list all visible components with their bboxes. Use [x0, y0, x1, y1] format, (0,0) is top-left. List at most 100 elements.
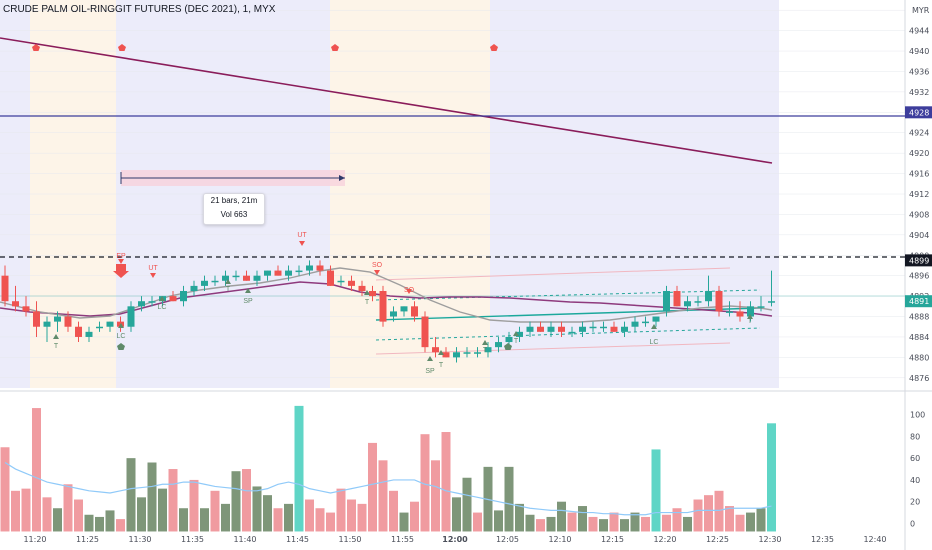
volume-bar	[189, 479, 199, 532]
candle-body	[127, 306, 135, 327]
volume-bar	[179, 508, 188, 532]
measure-tooltip: 21 bars, 21m Vol 663	[203, 193, 265, 225]
candle-body	[768, 301, 775, 303]
candle-body	[516, 331, 523, 337]
time-tick-label: 11:50	[338, 535, 361, 544]
volume-bar	[11, 490, 20, 532]
price-tick-label: 4884	[909, 333, 929, 342]
candle-body	[43, 321, 51, 327]
range-measure-arrow	[339, 175, 345, 181]
candle-body	[505, 336, 513, 343]
volume-bar	[494, 510, 503, 532]
volume-tick-label: 20	[910, 498, 920, 507]
candle-body	[337, 280, 345, 283]
candle-body	[684, 301, 691, 307]
candle-body	[306, 265, 313, 271]
signal-label: SP	[425, 368, 435, 375]
price-badge-label: 4899	[909, 256, 929, 265]
volume-bar	[431, 460, 440, 532]
price-tick-label: 4888	[909, 313, 929, 322]
volume-bar	[137, 497, 146, 532]
time-tick-label: 11:30	[128, 535, 151, 544]
candle-body	[726, 311, 733, 313]
volume-bar	[242, 469, 251, 532]
price-tick-label: 4896	[909, 272, 929, 281]
volume-bar	[305, 499, 314, 532]
signal-label: UT	[148, 265, 158, 272]
candle-body	[715, 291, 723, 312]
volume-bar	[525, 514, 535, 532]
candle-body	[138, 301, 145, 307]
signal-marker	[427, 356, 433, 361]
volume-bar	[441, 432, 451, 532]
time-axis: 11:20 11:25 11:30 11:35 11:40 11:45 11:50 11:55…	[23, 535, 886, 544]
time-tick-label: 12:25	[706, 535, 729, 544]
candle-body	[295, 270, 303, 273]
candle-body	[369, 291, 376, 297]
channel-upper	[375, 267, 731, 281]
candle-body	[148, 301, 156, 303]
candle-body	[495, 342, 502, 348]
volume-axis: 0 20 40 60 80 100	[910, 411, 925, 529]
candle-body	[201, 280, 208, 286]
time-tick-label: 11:35	[181, 535, 204, 544]
candle-body	[264, 270, 271, 276]
candle-body	[253, 275, 261, 281]
signal-marker	[225, 279, 231, 284]
volume-bar	[693, 499, 703, 532]
signal-marker	[53, 334, 59, 339]
volume-bar	[504, 466, 514, 532]
currency-label: MYR	[912, 6, 930, 15]
volume-bar	[725, 506, 734, 532]
candle-body	[526, 326, 534, 332]
candle-body	[379, 291, 387, 322]
signal-marker	[245, 288, 251, 293]
pentagon-marker-icon	[32, 44, 40, 51]
price-tick-label: 4920	[909, 149, 929, 158]
pentagon-marker-icon	[331, 44, 339, 51]
candle-body	[621, 326, 628, 332]
candle-body	[348, 280, 355, 286]
volume-bar	[326, 512, 335, 532]
price-badge	[905, 254, 932, 267]
candle-body	[579, 326, 586, 332]
volume-bar	[273, 508, 283, 532]
time-tick-label: 11:55	[391, 535, 414, 544]
volume-bar	[315, 508, 325, 532]
volume-bar	[263, 495, 272, 532]
time-tick-label: 12:10	[548, 535, 571, 544]
candle-body	[568, 331, 576, 334]
volume-bar	[651, 449, 661, 532]
pentagon-marker-icon	[118, 44, 126, 51]
volume-bar	[462, 477, 472, 532]
candle-body	[1, 275, 9, 302]
volume-bar	[735, 514, 745, 532]
volume-bar	[168, 469, 178, 532]
volume-bar	[116, 519, 125, 532]
candle-body	[222, 275, 229, 281]
entry-arrow-icon	[113, 264, 129, 278]
volume-bar	[746, 512, 755, 532]
volume-bar	[63, 484, 73, 532]
volume-bar	[231, 471, 241, 532]
candle-body	[558, 326, 565, 332]
candle-body	[453, 352, 460, 358]
time-tick-label: 12:30	[758, 535, 781, 544]
candle-body	[400, 306, 408, 312]
signal-label: LC	[117, 333, 126, 340]
candle-body	[694, 301, 702, 303]
volume-bar	[704, 495, 713, 532]
volume-bar	[515, 503, 524, 532]
candle-body	[600, 326, 607, 329]
volume-bars	[0, 405, 776, 532]
signal-marker	[118, 259, 124, 264]
time-tick-label: 12:05	[496, 535, 519, 544]
price-tick-label: 4876	[909, 374, 929, 383]
candle-body	[673, 291, 681, 307]
price-tick-label: 4880	[909, 353, 929, 362]
candle-body	[463, 352, 471, 354]
volume-bar	[294, 405, 304, 532]
candle-body	[274, 270, 282, 276]
